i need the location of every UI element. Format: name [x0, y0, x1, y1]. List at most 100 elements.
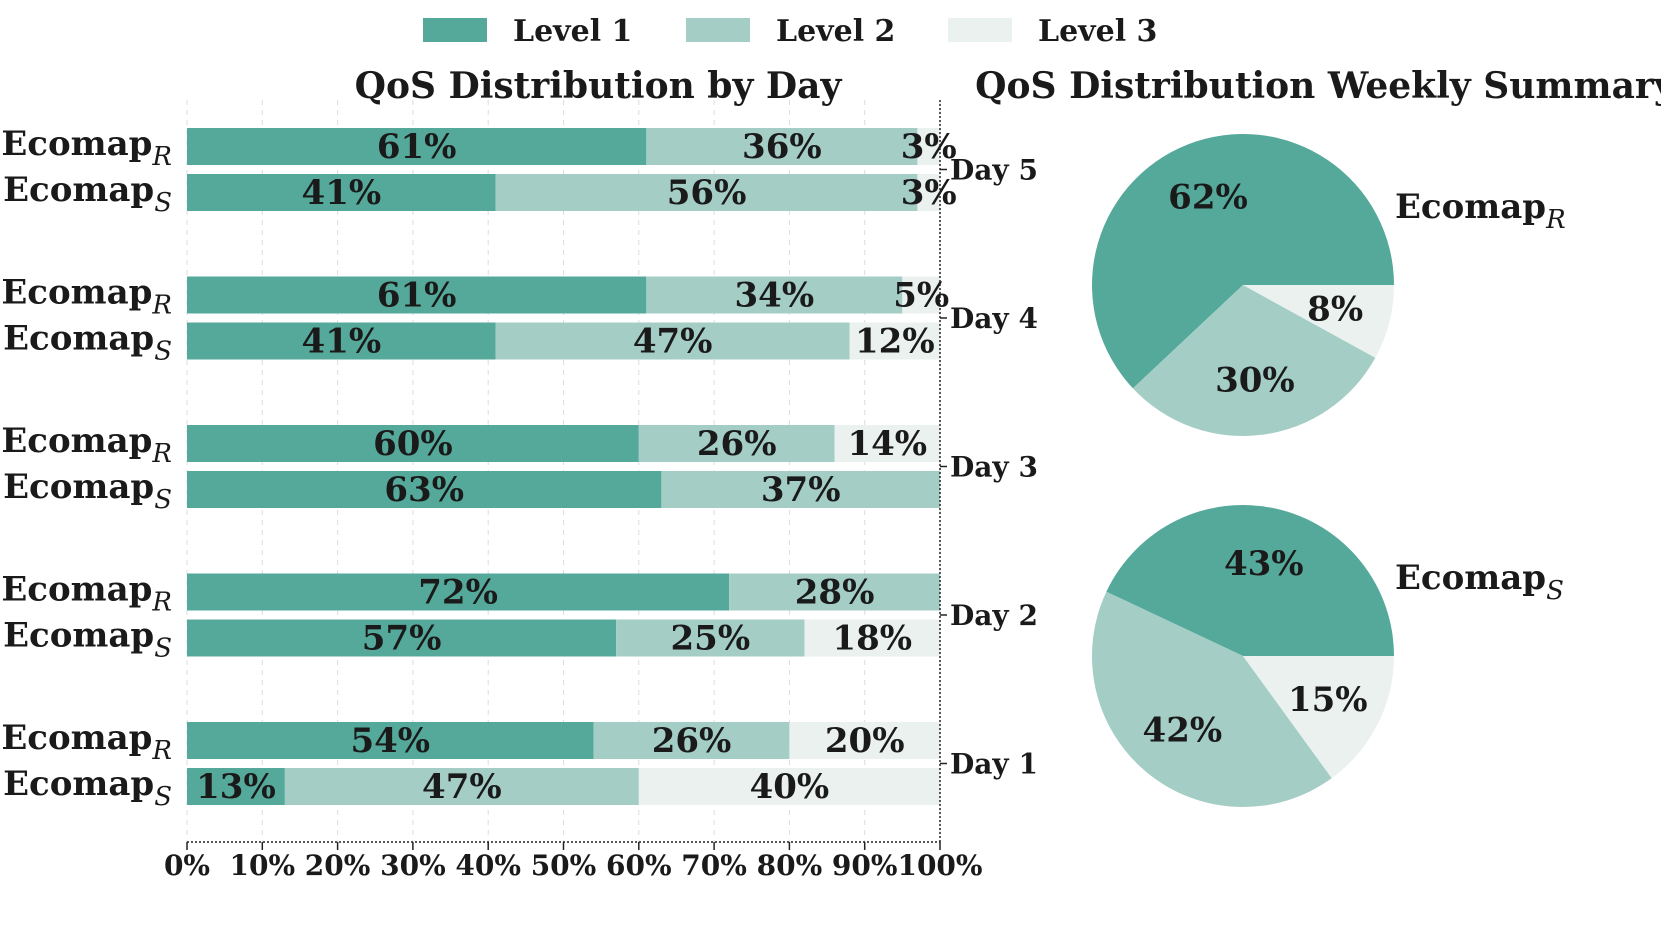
x-tick-label: 70%: [681, 849, 747, 882]
pie-chart-title: QoS Distribution Weekly Summary: [975, 65, 1661, 107]
row-label-r: EcomapR: [1, 273, 172, 321]
legend-label-level-3: Level 3: [1038, 14, 1157, 49]
row-label-s: EcomapS: [3, 170, 172, 218]
x-tick-label: 80%: [757, 849, 823, 882]
bar-value-label: 26%: [652, 721, 732, 761]
x-tick-label: 60%: [606, 849, 672, 882]
bar-segment: [917, 128, 940, 165]
bar-segment: [187, 174, 496, 211]
bar-value-label: 13%: [196, 767, 276, 807]
x-tick-label: 40%: [455, 849, 521, 882]
bar-segment: [187, 768, 285, 805]
bar-value-label: 12%: [855, 322, 935, 362]
bar-value-label: 63%: [384, 470, 464, 510]
axes: 0% 10% 20% 30% 40% 50% 60% 70% 80% 90% 100% Day 5 Ec…: [1, 100, 1038, 882]
bar-value-label: 37%: [761, 470, 841, 510]
bar-value-label: 56%: [667, 173, 747, 213]
pie-slice-label: 43%: [1224, 544, 1304, 584]
pie-slice-level-1: [1106, 505, 1394, 656]
bar-value-label: 3%: [901, 127, 957, 167]
bar-value-label: 61%: [377, 276, 457, 316]
x-tick-label: 0%: [164, 849, 210, 882]
bar-segment: [187, 128, 647, 165]
bar-series: 61% 36% 3% 41% 56% 3% 61% 34% 5% 41% 47% 12% 60% 26% 1…: [187, 127, 957, 807]
bar-value-label: 72%: [418, 573, 498, 613]
pie-slice-level-3: [1243, 656, 1394, 779]
x-tick-label: 50%: [531, 849, 597, 882]
bar-value-label: 57%: [362, 619, 442, 659]
bar-segment: [834, 425, 940, 462]
bar-value-label: 18%: [832, 619, 912, 659]
bar-value-label: 20%: [825, 721, 905, 761]
bar-segment: [495, 174, 918, 211]
bar-value-label: 41%: [302, 173, 382, 213]
pie-slice-label: 8%: [1307, 290, 1363, 330]
bar-segment: [187, 276, 647, 314]
pie-slice-level-3: [1243, 285, 1394, 358]
bar-value-label: 47%: [633, 322, 713, 362]
bar-segment: [187, 619, 617, 657]
bar-segment: [638, 425, 835, 462]
bar-segment: [646, 276, 903, 314]
bar-segment: [187, 722, 594, 759]
bar-value-label: 41%: [302, 322, 382, 362]
pie-label-r: EcomapR: [1395, 187, 1566, 235]
row-label-r: EcomapR: [1, 421, 172, 469]
bar-segment: [804, 619, 940, 657]
pie-slice-label: 42%: [1143, 710, 1223, 750]
day-label: Day 5: [950, 154, 1038, 187]
bar-value-label: 26%: [697, 424, 777, 464]
x-tick-label: 90%: [832, 849, 898, 882]
bar-segment: [593, 722, 790, 759]
x-tick-label: 10%: [230, 849, 296, 882]
legend-label-level-2: Level 2: [776, 14, 895, 49]
row-label-r: EcomapR: [1, 124, 172, 172]
bar-segment: [917, 174, 940, 211]
bar-segment: [284, 768, 639, 805]
day-label: Day 1: [950, 748, 1038, 781]
pie-slice-level-2: [1132, 285, 1376, 436]
pie-charts: 62% 30% 8% EcomapR 43% 42% 15% EcomapS: [1091, 133, 1566, 807]
bar-value-label: 47%: [422, 767, 502, 807]
legend-label-level-1: Level 1: [513, 14, 632, 49]
pie-slice-label: 62%: [1168, 178, 1248, 218]
legend-swatch-level-2: [686, 18, 750, 42]
row-label-r: EcomapR: [1, 718, 172, 766]
bar-segment: [616, 619, 805, 657]
bar-value-label: 34%: [735, 276, 815, 316]
bar-segment: [661, 471, 940, 508]
bar-value-label: 5%: [893, 276, 949, 316]
x-tick-label: 30%: [380, 849, 446, 882]
row-label-s: EcomapS: [3, 467, 172, 515]
bar-value-label: 36%: [742, 127, 822, 167]
x-tick-label: 20%: [305, 849, 371, 882]
legend-swatch-level-3: [948, 18, 1012, 42]
day-label: Day 2: [950, 599, 1038, 632]
bar-value-label: 61%: [377, 127, 457, 167]
bar-segment: [789, 722, 940, 759]
row-label-r: EcomapR: [1, 570, 172, 618]
bar-value-label: 54%: [350, 721, 430, 761]
bar-segment: [638, 768, 940, 805]
bar-segment: [646, 128, 918, 165]
bar-segment: [902, 276, 940, 314]
pie-slice-level-2: [1091, 591, 1332, 807]
bar-value-label: 25%: [671, 619, 751, 659]
bar-value-label: 28%: [795, 573, 875, 613]
pie-label-s: EcomapS: [1395, 558, 1564, 606]
pie-slice-label: 15%: [1288, 680, 1368, 720]
legend: Level 1 Level 2 Level 3: [423, 14, 1157, 49]
x-tick-label: 100%: [897, 849, 982, 882]
bar-value-label: 40%: [750, 767, 830, 807]
bar-segment: [729, 573, 940, 611]
pie-slice-label: 30%: [1215, 360, 1295, 400]
day-label: Day 4: [950, 302, 1038, 335]
bar-segment: [187, 322, 496, 360]
bar-value-label: 14%: [847, 424, 927, 464]
row-label-s: EcomapS: [3, 764, 172, 812]
bar-segment: [187, 425, 639, 462]
bar-value-label: 3%: [901, 173, 957, 213]
bar-chart-title: QoS Distribution by Day: [355, 65, 843, 107]
bar-segment: [495, 322, 850, 360]
bar-segment: [187, 573, 730, 611]
